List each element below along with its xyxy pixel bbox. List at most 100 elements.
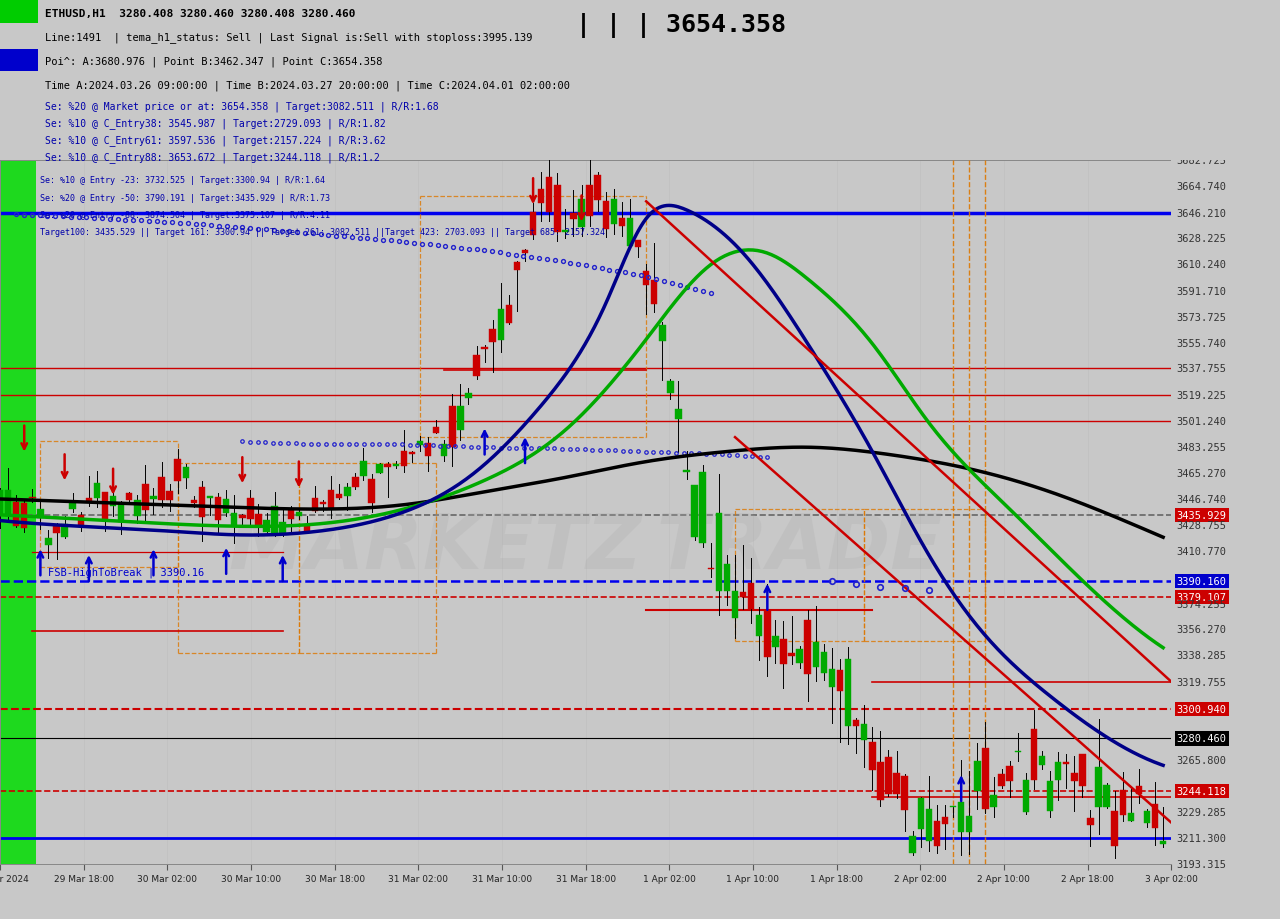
Bar [408,452,415,454]
Bar [0,50,38,73]
Bar [45,539,51,546]
Bar [150,496,156,500]
Bar [183,467,189,479]
Bar [0,491,4,515]
Text: 3265.800: 3265.800 [1176,754,1226,765]
Bar [54,526,60,534]
Bar [489,330,495,343]
Bar [910,836,916,853]
Bar [506,306,512,323]
Bar [134,500,141,516]
Bar [352,477,358,488]
Text: 3610.240: 3610.240 [1176,260,1226,270]
Text: Se: %20 @ Entry -50: 3790.191 | Target:3435.929 | R/R:1.73: Se: %20 @ Entry -50: 3790.191 | Target:3… [41,194,330,202]
Bar [159,478,165,500]
Bar [1071,773,1078,780]
Bar [369,480,375,503]
Bar [611,199,617,224]
Bar [344,487,351,496]
Text: 3555.740: 3555.740 [1176,338,1226,348]
Bar [820,652,827,674]
Text: Time A:2024.03.26 09:00:00 | Time B:2024.03.27 20:00:00 | Time C:2024.04.01 02:0: Time A:2024.03.26 09:00:00 | Time B:2024… [45,80,570,91]
Bar [230,514,238,526]
Bar [781,640,787,664]
Bar [215,497,221,521]
Text: 3280.460: 3280.460 [1176,733,1226,743]
Text: 3282.785: 3282.785 [1176,731,1226,741]
Text: 3410.770: 3410.770 [1176,547,1226,557]
Bar [603,202,609,230]
Bar [61,525,68,537]
Bar [1111,811,1117,846]
Bar [1039,756,1046,765]
Bar [303,526,310,531]
Bar [966,816,973,832]
Bar [0,0,38,24]
Bar [207,497,214,498]
Bar [852,720,859,727]
Bar [239,516,246,518]
Text: Se: %10 @ Entry -23: 3732.525 | Target:3300.94 | R/R:1.64: Se: %10 @ Entry -23: 3732.525 | Target:3… [41,176,325,186]
Bar [255,514,261,526]
Bar [337,494,343,498]
Text: 3390.160: 3390.160 [1176,576,1226,586]
Bar [360,461,366,477]
Bar [37,510,44,518]
Bar [748,584,754,609]
Bar [1152,804,1158,828]
Bar [982,748,988,809]
Bar [498,310,504,341]
Bar [481,348,488,349]
Bar [279,522,285,533]
Bar [991,795,997,808]
Text: 3319.755: 3319.755 [1176,677,1226,687]
Bar [684,471,690,472]
Bar [869,743,876,770]
Bar [699,472,707,543]
Text: FSB-HighToBreak | 3390.16: FSB-HighToBreak | 3390.16 [49,566,205,577]
Text: Poi^: A:3680.976 | Point B:3462.347 | Point C:3654.358: Poi^: A:3680.976 | Point B:3462.347 | Po… [45,56,383,67]
Text: 3501.240: 3501.240 [1176,416,1226,426]
Bar [813,642,819,668]
Bar [1087,818,1093,825]
Bar [449,407,456,448]
Bar [756,615,763,637]
Bar [676,409,682,420]
Bar [942,817,948,823]
Bar [918,799,924,829]
Bar [13,502,19,527]
Bar [837,670,844,692]
Text: 3193.315: 3193.315 [1176,859,1226,868]
Bar [288,510,294,519]
Text: 3356.270: 3356.270 [1176,625,1226,635]
Bar [1030,730,1037,779]
Text: 3374.255: 3374.255 [1176,599,1226,609]
Bar [691,485,698,537]
Text: 3465.270: 3465.270 [1176,468,1226,478]
Bar [401,451,407,466]
Text: 3211.300: 3211.300 [1176,833,1226,843]
Text: 3664.740: 3664.740 [1176,182,1226,192]
Text: Se: %20 @ Market price or at: 3654.358 | Target:3082.511 | R/R:1.68: Se: %20 @ Market price or at: 3654.358 |… [45,101,439,112]
Bar [659,325,666,342]
Bar [312,499,319,511]
Text: 3379.107: 3379.107 [1176,592,1226,602]
Bar [716,514,722,592]
Text: 3229.285: 3229.285 [1176,807,1226,817]
Bar [474,356,480,377]
Bar [886,757,892,794]
Bar [772,636,778,648]
Text: Se: %10 @ C_Entry88: 3653.672 | Target:3244.118 | R/R:1.2: Se: %10 @ C_Entry88: 3653.672 | Target:3… [45,152,380,163]
Bar [764,611,771,658]
Bar [223,499,229,514]
Text: 3573.725: 3573.725 [1176,312,1226,323]
Bar [530,212,536,235]
Bar [110,496,116,506]
Bar [513,262,520,270]
Text: 3519.225: 3519.225 [1176,391,1226,401]
Bar [901,776,908,810]
Text: 3646.210: 3646.210 [1176,209,1226,219]
Bar [69,502,76,509]
Bar [166,492,173,501]
Text: 3628.225: 3628.225 [1176,234,1226,244]
